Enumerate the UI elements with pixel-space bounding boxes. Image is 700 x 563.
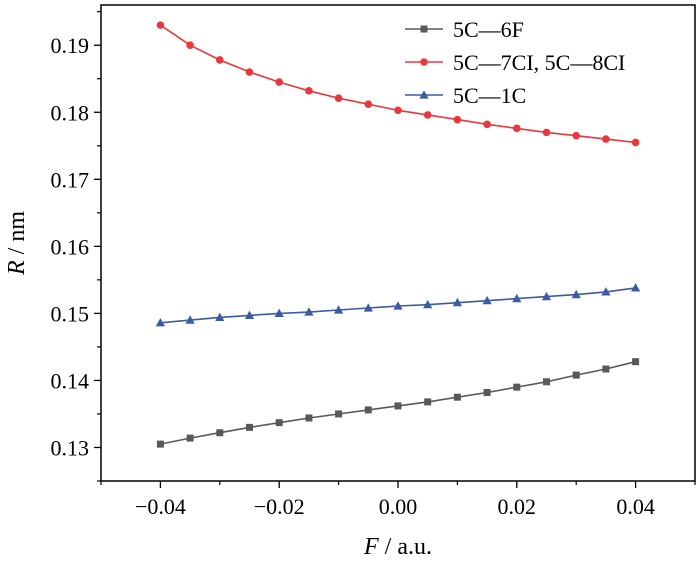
series-line <box>159 24 636 144</box>
data-point <box>513 124 521 133</box>
data-point <box>393 301 403 310</box>
x-axis-label-unit: / a.u. <box>379 534 432 560</box>
data-point <box>275 419 283 427</box>
plot-frame <box>100 4 696 482</box>
data-point <box>602 135 610 143</box>
data-point <box>304 307 314 316</box>
data-point <box>363 303 373 312</box>
data-point <box>185 315 195 324</box>
data-point <box>216 56 224 64</box>
x-axis-label: F / a.u. <box>363 534 432 560</box>
data-point <box>572 371 580 379</box>
x-tick-label: 0.04 <box>616 494 655 519</box>
y-axis-label: R / nm <box>4 211 30 276</box>
data-point <box>305 414 313 422</box>
legend-marker <box>420 58 428 66</box>
data-point <box>482 295 492 305</box>
legend: 5C—6F 5C—7CI, 5C—8CI 5C—1C <box>405 17 625 108</box>
data-point <box>601 287 611 296</box>
y-tick-label: 0.13 <box>51 435 90 460</box>
data-point <box>274 308 284 317</box>
data-point <box>541 291 552 301</box>
legend-marker <box>419 90 429 99</box>
legend-label: 5C—7CI, 5C—8CI <box>453 50 625 75</box>
x-axis-label-symbol: F <box>363 534 379 560</box>
data-point <box>483 389 491 397</box>
data-point <box>215 312 225 322</box>
data-point <box>156 21 165 29</box>
y-tick-label: 0.17 <box>51 167 90 192</box>
series-1 <box>156 358 640 448</box>
data-point <box>452 297 462 307</box>
x-tick-label: −0.02 <box>254 494 305 519</box>
legend-label: 5C—6F <box>453 17 524 42</box>
data-point <box>394 106 402 115</box>
data-point <box>246 423 253 431</box>
y-axis-label-symbol: R <box>4 260 30 276</box>
data-point <box>216 429 224 437</box>
data-point <box>632 358 640 366</box>
y-tick-label: 0.14 <box>51 368 90 393</box>
data-point <box>453 115 462 124</box>
data-point <box>244 310 255 320</box>
data-point <box>186 41 194 50</box>
data-point <box>424 398 432 406</box>
series-layer <box>155 21 641 448</box>
data-point <box>335 410 343 418</box>
data-point <box>334 94 343 102</box>
data-point <box>334 305 344 314</box>
data-point <box>631 283 641 292</box>
data-point <box>571 289 581 299</box>
data-point <box>156 440 164 448</box>
data-point <box>423 111 432 119</box>
data-point <box>364 406 372 414</box>
data-point <box>513 383 521 391</box>
data-point <box>512 293 522 303</box>
x-tick-label: 0.00 <box>379 494 418 519</box>
legend-marker <box>420 25 428 33</box>
y-axis-label-unit: / nm <box>4 211 30 261</box>
x-tick-label: 0.02 <box>498 494 537 519</box>
data-point <box>275 78 284 86</box>
data-point <box>364 100 373 109</box>
data-point <box>155 317 165 327</box>
data-point <box>394 402 402 410</box>
data-point <box>602 365 610 373</box>
data-point <box>245 68 254 76</box>
series-3 <box>155 283 641 327</box>
legend-label: 5C—1C <box>453 83 526 108</box>
y-tick-label: 0.15 <box>51 301 90 326</box>
data-point <box>453 393 461 401</box>
data-point <box>186 434 194 442</box>
data-point <box>483 120 491 129</box>
ticks: −0.04 −0.02 0.00 0.02 0.04 0.13 0.14 0.15 0.16 0.… <box>51 11 696 519</box>
y-tick-label: 0.19 <box>51 33 90 58</box>
data-point <box>542 128 551 137</box>
x-tick-label: −0.04 <box>135 494 186 519</box>
y-tick-label: 0.18 <box>51 100 90 125</box>
data-point <box>631 138 640 147</box>
data-point <box>423 299 433 309</box>
data-point <box>543 378 550 386</box>
y-tick-label: 0.16 <box>51 234 90 259</box>
data-point <box>305 87 313 95</box>
data-point <box>572 131 580 140</box>
series-2 <box>156 21 640 147</box>
